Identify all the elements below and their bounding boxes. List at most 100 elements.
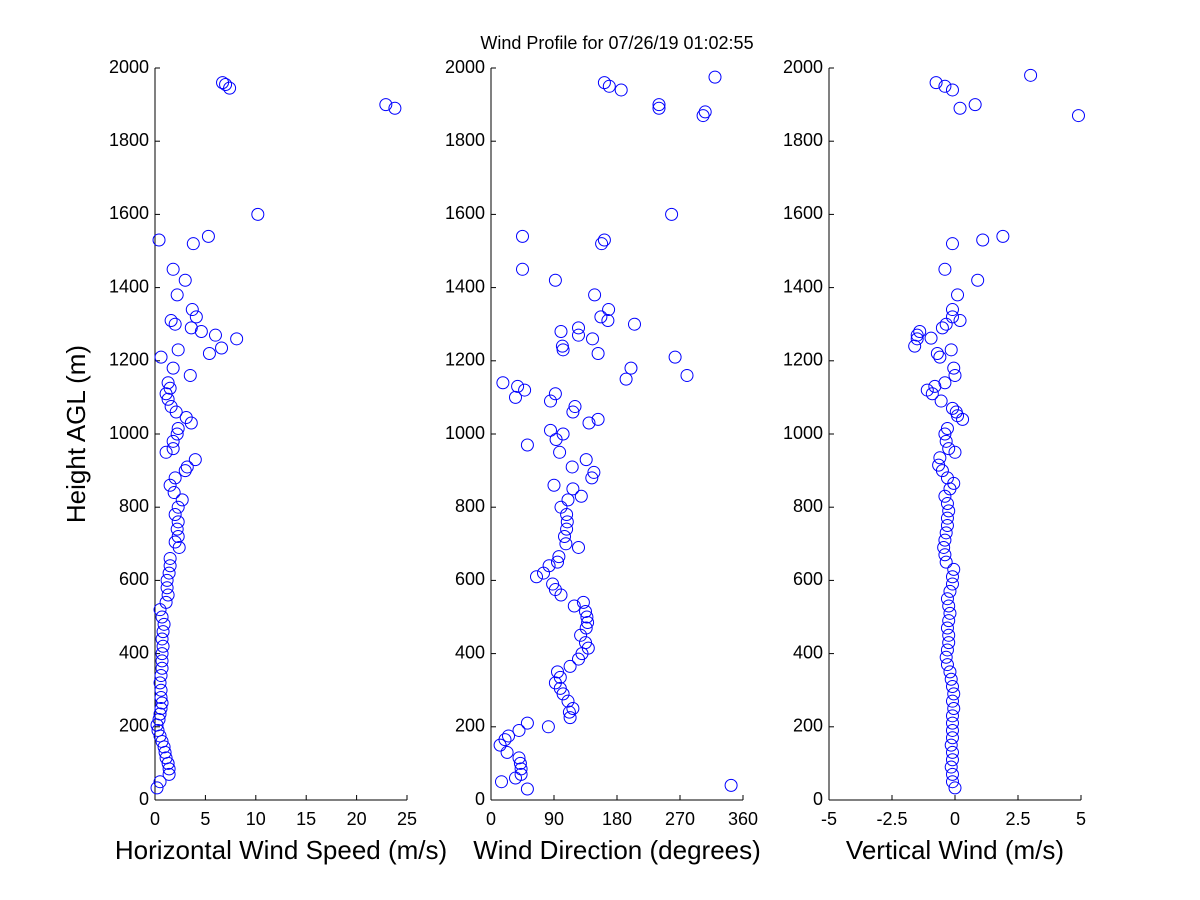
point (150, 781, 164, 795)
point (572, 328, 585, 342)
point (530, 570, 543, 584)
point (602, 79, 616, 93)
point (908, 339, 922, 353)
point (184, 321, 198, 335)
point (560, 522, 574, 536)
point (498, 733, 512, 747)
point (945, 767, 959, 781)
y-tick-label: 2000 (109, 57, 149, 77)
x-tick-label: -5 (821, 809, 837, 829)
point (696, 109, 710, 123)
point (939, 650, 953, 664)
point (579, 636, 592, 650)
point (597, 76, 611, 90)
point (562, 705, 576, 719)
point (514, 762, 528, 776)
point (940, 511, 954, 525)
point (934, 394, 948, 408)
point (938, 548, 952, 562)
point (171, 343, 185, 357)
point (971, 273, 985, 287)
point (556, 427, 570, 441)
point (948, 368, 962, 382)
point (938, 79, 952, 93)
y-tick-label: 600 (793, 569, 823, 589)
point (166, 442, 180, 456)
point (168, 508, 182, 522)
point (551, 555, 564, 569)
point (175, 493, 189, 507)
point (942, 614, 956, 628)
point (968, 98, 982, 112)
point (553, 445, 567, 459)
point (602, 303, 616, 317)
point (939, 317, 953, 331)
point (940, 592, 954, 606)
y-tick-label: 1200 (445, 350, 485, 370)
point (939, 434, 953, 448)
x-tick-label: 0 (486, 809, 496, 829)
point (942, 628, 956, 642)
point (910, 332, 924, 346)
point (159, 751, 173, 765)
point (168, 471, 182, 485)
point (945, 775, 959, 789)
x-tick-label: 5 (1076, 809, 1086, 829)
point (601, 314, 615, 328)
point (933, 451, 947, 465)
point (619, 372, 633, 386)
point (724, 778, 738, 792)
y-tick-label: 1800 (109, 130, 149, 150)
point (938, 533, 952, 547)
y-tick-label: 800 (455, 496, 485, 516)
y-tick-label: 400 (455, 642, 485, 662)
point (544, 423, 557, 437)
point (230, 332, 244, 346)
point (172, 540, 186, 554)
point (938, 489, 952, 503)
point (579, 605, 592, 619)
point (166, 361, 180, 375)
point (945, 694, 959, 708)
point (937, 540, 951, 554)
point (935, 321, 949, 335)
point (161, 588, 175, 602)
point (944, 672, 958, 686)
point (544, 394, 557, 408)
point (186, 237, 200, 251)
point (541, 720, 555, 734)
x-tick-label: 15 (296, 809, 316, 829)
point (170, 288, 184, 302)
point (587, 465, 601, 479)
point (551, 665, 564, 679)
point (546, 577, 560, 591)
point (563, 711, 577, 725)
point (154, 691, 168, 705)
x-tick-label: 270 (665, 809, 695, 829)
point (940, 643, 954, 657)
point (513, 756, 527, 770)
point (202, 346, 216, 360)
point (913, 325, 927, 339)
point (943, 584, 957, 598)
y-tick-label: 600 (119, 569, 149, 589)
point (938, 376, 952, 390)
point (153, 775, 167, 789)
point (163, 381, 177, 395)
point (561, 694, 575, 708)
point (920, 383, 934, 397)
point (945, 303, 959, 317)
point (388, 101, 402, 115)
point (185, 303, 199, 317)
point (565, 460, 579, 474)
point (500, 745, 514, 759)
point (581, 615, 595, 629)
point (552, 550, 566, 564)
point (585, 471, 599, 485)
point (580, 610, 594, 624)
point (563, 659, 577, 673)
point (164, 400, 178, 414)
point (520, 782, 534, 796)
x-tick-label: 20 (347, 809, 367, 829)
point (944, 760, 958, 774)
